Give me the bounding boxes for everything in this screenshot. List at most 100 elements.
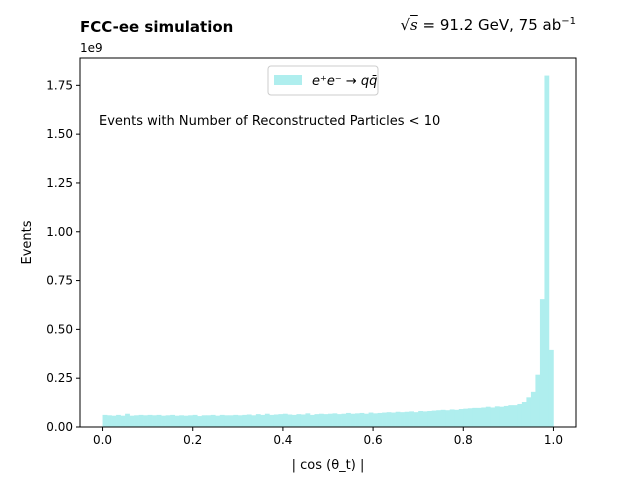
- luminosity-exponent: −1: [561, 16, 576, 27]
- chart-subtitle-energy: √s = 91.2 GeV, 75 ab−1: [400, 16, 576, 34]
- histogram-bar: [512, 405, 518, 427]
- y-tick-label: 1.50: [46, 127, 73, 141]
- y-tick-label: 1.25: [46, 176, 73, 190]
- histogram-bar: [134, 415, 139, 427]
- histogram-bar: [440, 409, 446, 427]
- histogram-bar: [170, 414, 175, 427]
- histogram-bar: [318, 413, 324, 427]
- histogram-bar: [120, 415, 126, 427]
- histogram-bar: [152, 415, 157, 427]
- histogram-bar: [382, 412, 387, 427]
- histogram-bar: [404, 411, 410, 427]
- histogram-bar: [278, 414, 284, 427]
- histogram-bar: [346, 412, 351, 427]
- plot-frame: [79, 57, 577, 428]
- histogram-bar: [174, 415, 180, 427]
- y-axis-ticks: 0.00 0.25 0.50 0.75 1.00 1.25 1.50 1.75: [46, 78, 80, 434]
- legend: e⁺e⁻ → qq̄: [267, 65, 379, 96]
- histogram-bar: [264, 413, 270, 427]
- histogram-bar: [328, 413, 333, 427]
- histogram-bar: [260, 414, 266, 427]
- x-tick-label: 0.4: [273, 433, 292, 447]
- histogram-bar: [341, 413, 347, 427]
- histogram-bar: [210, 414, 216, 427]
- histogram-bar: [494, 406, 500, 427]
- histogram-bar: [355, 413, 360, 427]
- histogram-bar: [350, 413, 356, 427]
- histogram-bar: [422, 411, 428, 427]
- y-tick-label: 1.75: [46, 78, 73, 92]
- histogram-bar: [188, 415, 194, 427]
- histogram-bar: [143, 415, 148, 427]
- x-tick-label: 0.2: [183, 433, 202, 447]
- histogram-bar: [391, 412, 396, 427]
- histogram-bar: [332, 413, 338, 427]
- histogram-bar: [147, 414, 153, 427]
- chart-annotation: Events with Number of Reconstructed Part…: [99, 114, 440, 129]
- histogram-bar: [237, 415, 243, 427]
- x-tick-label: 0.8: [454, 433, 473, 447]
- histogram-bar: [116, 414, 121, 427]
- histogram-bar: [251, 415, 257, 427]
- histogram-bar: [165, 415, 171, 427]
- histogram-bar: [472, 407, 478, 427]
- histogram-bar: [521, 402, 527, 427]
- histogram-bar: [413, 412, 419, 427]
- histogram-bar: [215, 415, 221, 427]
- y-axis-multiplier: 1e9: [80, 41, 103, 55]
- histogram-bar: [544, 75, 550, 428]
- histogram-bar: [517, 403, 523, 427]
- histogram-bar: [219, 414, 225, 427]
- histogram-bar: [102, 414, 108, 427]
- histogram-bar: [246, 414, 252, 427]
- x-axis-label: | cos (θ_t) |: [292, 458, 365, 473]
- histogram-bar: [287, 414, 293, 427]
- histogram-bar: [359, 412, 365, 427]
- histogram-bar: [183, 415, 189, 427]
- histogram-bar: [296, 414, 302, 427]
- x-tick-label: 1.0: [544, 433, 563, 447]
- energy-luminosity-text: = 91.2 GeV, 75 ab: [417, 16, 562, 34]
- histogram-bar: [368, 412, 374, 427]
- histogram-bar: [418, 410, 423, 427]
- histogram-bar: [476, 407, 482, 427]
- histogram-bar: [291, 414, 297, 427]
- histogram-bar: [548, 349, 554, 427]
- y-tick-label: 0.50: [46, 322, 73, 336]
- histogram-bar: [201, 415, 207, 427]
- histogram-bar: [409, 411, 414, 427]
- histogram-bar: [463, 408, 469, 427]
- y-tick-label: 0.25: [46, 371, 73, 385]
- histogram-bar: [282, 413, 288, 427]
- histogram-bar: [197, 416, 203, 427]
- histogram-bar: [233, 414, 239, 427]
- histogram-bar: [125, 413, 130, 427]
- histogram-bar: [309, 414, 315, 427]
- histogram-bar: [314, 414, 320, 427]
- histogram-bar: [206, 415, 212, 427]
- histogram-bar: [337, 414, 342, 427]
- histogram-bar: [535, 374, 541, 427]
- histogram-bar: [273, 414, 279, 427]
- histogram-bar: [179, 415, 185, 427]
- histogram-bar: [129, 415, 135, 427]
- histogram-bar: [490, 407, 496, 427]
- histogram-bar: [192, 414, 198, 427]
- histogram-bar: [458, 409, 464, 427]
- histogram-bar: [427, 410, 433, 427]
- histogram-bar: [445, 410, 451, 427]
- s-symbol: s: [410, 16, 418, 34]
- histogram-bar: [364, 413, 369, 427]
- y-tick-label: 0.00: [46, 420, 73, 434]
- histogram-bar: [305, 413, 311, 427]
- y-tick-label: 0.75: [46, 274, 73, 288]
- histogram-bar: [431, 410, 437, 427]
- histogram-bar: [300, 414, 306, 427]
- histogram-bar: [530, 391, 536, 427]
- x-axis-ticks: 0.0 0.2 0.4 0.6 0.8 1.0: [93, 427, 563, 447]
- histogram-bar: [138, 414, 144, 427]
- x-tick-label: 0.0: [93, 433, 112, 447]
- histogram-bar: [526, 397, 532, 427]
- chart-title: FCC-ee simulation: [80, 18, 234, 36]
